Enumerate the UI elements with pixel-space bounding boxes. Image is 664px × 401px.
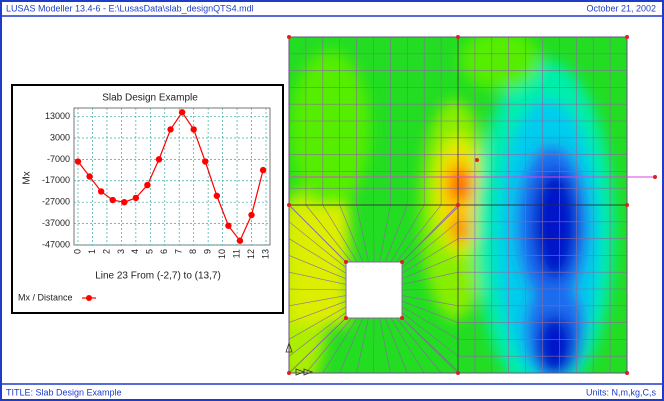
- x-tick-label: 4: [130, 249, 140, 254]
- y-tick-label: -27000: [42, 197, 70, 207]
- chart-window: Slab Design Example Mx Line 23 From (-2,…: [12, 85, 283, 313]
- contour-plot: [270, 30, 627, 400]
- data-point: [121, 199, 127, 205]
- data-point: [225, 223, 231, 229]
- x-tick-label: 2: [101, 249, 111, 254]
- data-point: [156, 156, 162, 162]
- footer-title: TITLE: Slab Design Example: [6, 387, 122, 397]
- y-tick-label: -37000: [42, 218, 70, 228]
- node: [653, 175, 657, 179]
- x-tick-label: 0: [72, 249, 82, 254]
- y-tick-label: 13000: [45, 111, 70, 121]
- data-point: [110, 197, 116, 203]
- data-point: [179, 109, 185, 115]
- legend-marker: [86, 295, 92, 301]
- data-point: [75, 158, 81, 164]
- x-tick-label: 9: [203, 249, 213, 254]
- units: Units: N,m,kg,C,s: [586, 387, 657, 397]
- screen: LUSAS Modeller 13.4-6 - E:\LusasData\sla…: [0, 0, 664, 401]
- data-point: [167, 126, 173, 132]
- y-tick-label: -7000: [47, 154, 70, 164]
- y-axis-label: Mx: [22, 171, 33, 184]
- data-point: [144, 182, 150, 188]
- x-tick-label: 8: [188, 249, 198, 254]
- opening: [346, 262, 402, 318]
- x-tick-label: 13: [260, 249, 270, 259]
- x-tick-label: 12: [246, 249, 256, 259]
- data-point: [214, 193, 220, 199]
- x-tick-label: 5: [145, 249, 155, 254]
- legend-label: Mx / Distance: [18, 292, 73, 302]
- data-point: [190, 126, 196, 132]
- x-tick-label: 1: [87, 249, 97, 254]
- x-tick-label: 11: [231, 249, 241, 258]
- x-axis-label: Line 23 From (-2,7) to (13,7): [95, 271, 221, 282]
- y-tick-label: -17000: [42, 175, 70, 185]
- data-point: [98, 188, 104, 194]
- window-title: LUSAS Modeller 13.4-6 - E:\LusasData\sla…: [6, 3, 254, 13]
- chart-title: Slab Design Example: [102, 93, 198, 104]
- x-tick-label: 7: [174, 249, 184, 254]
- data-point: [202, 158, 208, 164]
- x-tick-label: 10: [217, 249, 227, 259]
- data-point: [86, 173, 92, 179]
- data-point: [260, 167, 266, 173]
- date: October 21, 2002: [586, 3, 656, 13]
- y-tick-label: 3000: [50, 132, 70, 142]
- data-point: [248, 212, 254, 218]
- data-point: [237, 238, 243, 244]
- x-tick-label: 6: [159, 249, 169, 254]
- data-point: [133, 195, 139, 201]
- y-tick-label: -47000: [42, 239, 70, 249]
- x-tick-label: 3: [116, 249, 126, 254]
